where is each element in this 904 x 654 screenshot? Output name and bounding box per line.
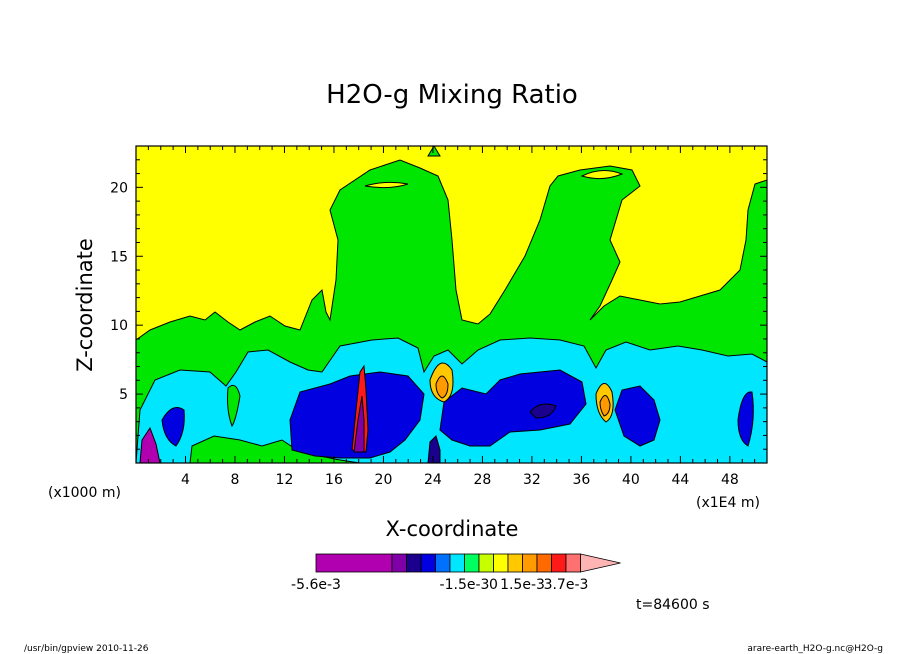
x-tick-label: 48: [721, 472, 739, 488]
contour-blue-3: [614, 385, 661, 447]
chart-title: H2O-g Mixing Ratio: [326, 80, 578, 110]
colorbar-extend-arrow: [580, 553, 621, 573]
colorbar-segment: [391, 553, 407, 573]
colorbar-segment: [464, 553, 480, 573]
contour-yellow-pocket: [364, 181, 409, 189]
x-axis-ticks: [147, 146, 756, 463]
contour-purple-plume: [353, 395, 365, 453]
y-axis-ticks: [136, 159, 767, 450]
colorbar-tick-label: -5.6e-3: [291, 577, 341, 593]
colorbar-segment: [493, 553, 509, 573]
x-tick-label: 24: [424, 472, 442, 488]
plot-frame: [135, 145, 768, 464]
y-axis-label: Z-coordinate: [73, 238, 97, 372]
contour-dark-orange-2: [599, 395, 611, 417]
contour-yellow-pocket-2: [580, 170, 624, 180]
x-tick-label: 36: [572, 472, 590, 488]
contour-magenta-base: [139, 426, 161, 463]
colorbar-tick-label: 1.5e-3: [500, 577, 545, 593]
x-tick-label: 20: [375, 472, 393, 488]
colorbar-segment: [406, 553, 422, 573]
x-tick-label: 12: [276, 472, 294, 488]
x-tick-label: 40: [622, 472, 640, 488]
colorbar: [315, 553, 621, 573]
y-tick-label: 15: [110, 249, 128, 265]
x-tick-label: 8: [231, 472, 240, 488]
footer-left: /usr/bin/gpview 2010-11-26: [24, 644, 149, 654]
contour-blue-2: [439, 369, 587, 447]
colorbar-tick-label: 3.7e-3: [544, 577, 589, 593]
x-tick-label: 16: [325, 472, 343, 488]
x-tick-label: 44: [671, 472, 689, 488]
contour-green-gap: [227, 384, 241, 428]
time-label: t=84600 s: [636, 597, 710, 613]
contour-green-speck: [427, 146, 441, 157]
colorbar-segment: [551, 553, 567, 573]
colorbar-segment: [478, 553, 494, 573]
colorbar-segment: [536, 553, 552, 573]
colorbar-tick-label: 0: [489, 577, 498, 593]
x-axis-tick-labels: 4 8 12 16 20 24 28 32 36 40 44 48: [181, 472, 739, 488]
contour-blue-5: [737, 391, 754, 447]
x-tick-label: 32: [523, 472, 541, 488]
y-tick-label: 10: [110, 318, 128, 334]
contour-navy: [529, 403, 557, 419]
y-axis-tick-labels: 5 10 15 20: [110, 180, 128, 403]
colorbar-segment: [420, 553, 436, 573]
contour-blue-4: [161, 407, 185, 447]
x-tick-label: 28: [474, 472, 492, 488]
footer-right: arare-earth_H2O-g.nc@H2O-g: [747, 644, 883, 654]
colorbar-segment: [507, 553, 523, 573]
colorbar-segment: [522, 553, 538, 573]
plot-area: [136, 146, 767, 463]
colorbar-tick-labels: -5.6e-3 -1.5e-3 0 1.5e-33.7e-3: [291, 577, 588, 593]
x-axis-label: X-coordinate: [386, 517, 519, 541]
colorbar-segment: [565, 553, 581, 573]
y-tick-label: 20: [110, 180, 128, 196]
x-tick-label: 4: [181, 472, 190, 488]
contour-dark-orange: [435, 375, 449, 399]
colorbar-segment: [449, 553, 465, 573]
colorbar-tick-label: -1.5e-3: [440, 577, 490, 593]
contour-navy-base: [427, 435, 441, 463]
y-tick-label: 5: [119, 387, 128, 403]
colorbar-segment: [435, 553, 451, 573]
x-unit-label: (x1E4 m): [696, 495, 760, 511]
y-unit-label: (x1000 m): [48, 485, 121, 501]
colorbar-segment: [315, 553, 393, 573]
